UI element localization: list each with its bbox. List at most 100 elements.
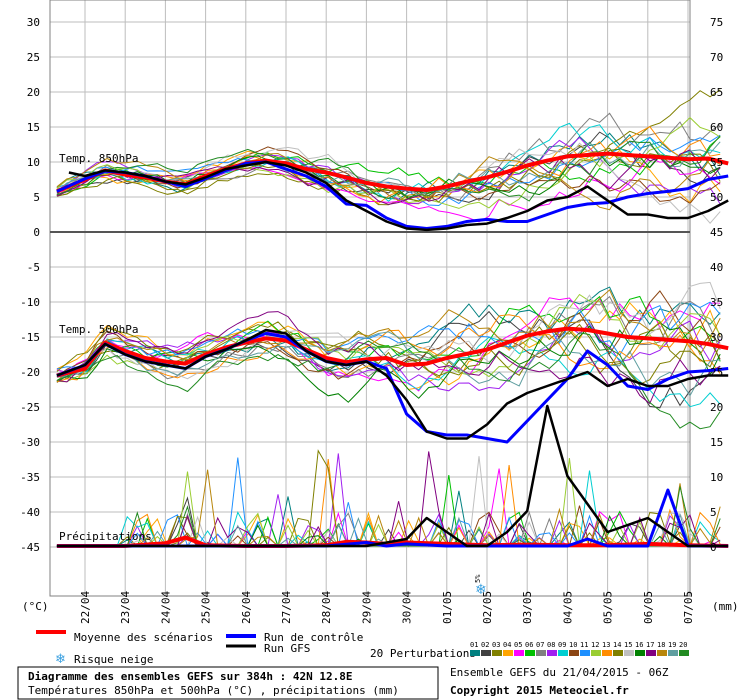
panel-label-t500: Temp. 500hPa [59,323,138,336]
right-tick-label: 75 [710,16,723,29]
legend-mean-label: Moyenne des scénarios [74,631,213,644]
pert-number: 20 [679,641,687,649]
run-info: Ensemble GEFS du 21/04/2015 - 06Z [450,666,669,679]
plot-border [49,0,691,597]
series-t850-line [68,160,729,232]
perturbation-14-line [56,144,721,203]
left-tick-label: -15 [20,331,40,344]
pert-swatch [569,650,579,656]
date-tick-label: 07/05 [682,591,695,624]
perturbation-18-line [56,152,721,211]
snow-marker: ❄ 5% [474,574,487,598]
perturbation-14-line [56,321,721,385]
date-tick-label: 26/04 [240,591,253,624]
perturbation-14-line [56,449,721,547]
pert-swatch [591,650,601,656]
pert-number: 04 [503,641,511,649]
perturbation-17-line [56,149,721,205]
perturbation-17-line [56,451,721,547]
perturbation-06-line [56,295,721,382]
left-tick-label: -5 [27,261,40,274]
right-tick-label: 40 [710,261,723,274]
pert-number: 13 [602,641,610,649]
date-tick-label: 22/04 [79,591,92,624]
snowflake-icon: ❄ [475,582,487,598]
pert-swatch [558,650,568,656]
left-tick-label: 15 [27,121,40,134]
series-t500-line [56,328,729,440]
pert-swatch [536,650,546,656]
pert-number: 18 [657,641,665,649]
snow-percent-label: 5% [474,574,482,583]
perturbation-05-line [56,468,721,547]
pert-number: 15 [624,641,632,649]
panel-label-t850: Temp. 850hPa [59,152,138,165]
pert-swatch [580,650,590,656]
perturbation-18-line [56,289,721,383]
left-tick-label: -45 [20,541,40,554]
perturbation-09-line [56,470,721,548]
left-tick-label: -35 [20,471,40,484]
perturbation-06-line [56,475,721,547]
right-tick-label: 50 [710,191,723,204]
legend: Moyenne des scénarios Run de contrôle Ru… [36,630,689,667]
pert-swatch [635,650,645,656]
right-tick-label: 5 [710,506,717,519]
perturbation-02-line [56,496,721,547]
pert-swatch [525,650,535,656]
left-axis-unit: (°C) [22,600,49,613]
right-tick-label: 10 [710,471,723,484]
pert-number: 09 [558,641,566,649]
pert-swatch [492,650,502,656]
left-tick-label: 5 [33,191,40,204]
pert-swatch [547,650,557,656]
left-tick-label: -10 [20,296,40,309]
date-tick-label: 27/04 [280,591,293,624]
left-tick-label: -25 [20,401,40,414]
legend-gfs-label: Run GFS [264,642,310,655]
left-tick-label: -40 [20,506,40,519]
pert-number: 17 [646,641,654,649]
footer-box [17,666,439,700]
left-tick-label: -30 [20,436,40,449]
pert-number: 03 [492,641,500,649]
left-tick-label: 25 [27,51,40,64]
pert-number: 07 [536,641,544,649]
series-t850-line [56,160,729,230]
right-tick-label: 45 [710,226,723,239]
pert-number: 14 [613,641,621,649]
chart-frame [49,0,691,597]
pert-number: 16 [635,641,643,649]
date-tick-label: 29/04 [360,591,373,624]
right-tick-label: 60 [710,121,723,134]
right-tick-label: 65 [710,86,723,99]
series-t500-line [56,326,729,378]
pert-number: 12 [591,641,599,649]
date-tick-label: 02/05 [481,591,494,624]
pert-swatch [624,650,634,656]
series-precip-line [56,404,729,548]
perturbation-07-line [56,295,721,380]
date-tick-label: 24/04 [159,591,172,624]
left-tick-label: 20 [27,86,40,99]
right-axis-unit: (mm) [712,600,739,613]
pert-number: 19 [668,641,676,649]
date-tick-label: 04/05 [561,591,574,624]
pert-number: 10 [569,641,577,649]
legend-snow-label: Risque neige [74,653,153,666]
pert-swatch [613,650,623,656]
perturbation-11-line [56,301,721,370]
left-tick-label: 30 [27,16,40,29]
pert-number: 05 [514,641,522,649]
pert-swatch [668,650,678,656]
chart-subtitle: Températures 850hPa et 500hPa (°C) , pré… [28,684,399,697]
pert-swatch [646,650,656,656]
right-tick-label: 35 [710,296,723,309]
date-tick-label: 01/05 [441,591,454,624]
pert-swatch [679,650,689,656]
left-tick-label: 0 [33,226,40,239]
left-tick-label: 10 [27,156,40,169]
pert-number: 06 [525,641,533,649]
copyright: Copyright 2015 Meteociel.fr [450,684,629,697]
pert-swatch [470,650,480,656]
